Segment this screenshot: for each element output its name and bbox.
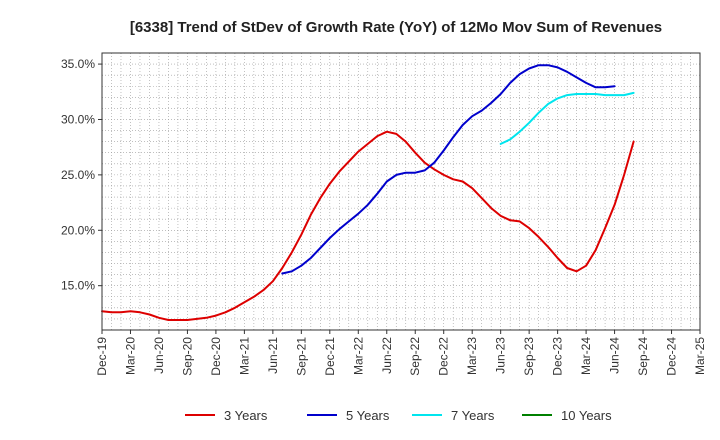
x-tick-label: Jun-24 bbox=[608, 337, 622, 374]
x-tick-label: Dec-24 bbox=[665, 337, 679, 376]
x-tick-label: Sep-24 bbox=[636, 337, 650, 376]
x-tick-label: Jun-21 bbox=[266, 337, 280, 374]
legend: 3 Years 5 Years 7 Years 10 Years bbox=[185, 408, 612, 423]
plot-frame bbox=[101, 52, 701, 331]
y-tick-label: 25.0% bbox=[61, 168, 95, 182]
legend-label-7-years: 7 Years bbox=[451, 408, 495, 423]
grid bbox=[102, 53, 700, 330]
y-tick-label: 30.0% bbox=[61, 112, 95, 126]
x-tick-label: Sep-23 bbox=[522, 337, 536, 376]
x-tick-label: Sep-22 bbox=[408, 337, 422, 376]
y-tick-label: 35.0% bbox=[61, 57, 95, 71]
series-line-3-years bbox=[101, 130, 635, 321]
x-tick-label: Dec-20 bbox=[209, 337, 223, 376]
x-tick-label: Dec-22 bbox=[437, 337, 451, 376]
series-lines bbox=[101, 64, 635, 321]
series-line-5-years bbox=[281, 64, 616, 275]
x-tick-label: Mar-20 bbox=[123, 337, 137, 375]
legend-label-5-years: 5 Years bbox=[346, 408, 390, 423]
x-tick-label: Jun-23 bbox=[494, 337, 508, 374]
x-tick-label: Mar-24 bbox=[579, 337, 593, 375]
x-tick-label: Mar-25 bbox=[693, 337, 707, 375]
x-tick-label: Jun-22 bbox=[380, 337, 394, 374]
chart-title: [6338] Trend of StDev of Growth Rate (Yo… bbox=[130, 19, 662, 36]
legend-label-10-years: 10 Years bbox=[561, 408, 612, 423]
y-tick-label: 15.0% bbox=[61, 279, 95, 293]
x-tick-label: Dec-23 bbox=[551, 337, 565, 376]
x-axis: Dec-19 Mar-20 Jun-20 Sep-20 Dec-20 Mar-21 Jun-… bbox=[95, 330, 707, 376]
x-tick-label: Mar-22 bbox=[351, 337, 365, 375]
series-line-7-years bbox=[499, 91, 635, 145]
y-axis: 15.0% 20.0% 25.0% 30.0% 35.0% bbox=[61, 57, 102, 293]
x-tick-label: Jun-20 bbox=[152, 337, 166, 374]
y-tick-label: 20.0% bbox=[61, 223, 95, 237]
x-tick-label: Dec-21 bbox=[323, 337, 337, 376]
x-tick-label: Mar-23 bbox=[465, 337, 479, 375]
x-tick-label: Sep-21 bbox=[294, 337, 308, 376]
legend-label-3-years: 3 Years bbox=[224, 408, 268, 423]
x-tick-label: Sep-20 bbox=[180, 337, 194, 376]
x-tick-label: Dec-19 bbox=[95, 337, 109, 376]
x-tick-label: Mar-21 bbox=[237, 337, 251, 375]
